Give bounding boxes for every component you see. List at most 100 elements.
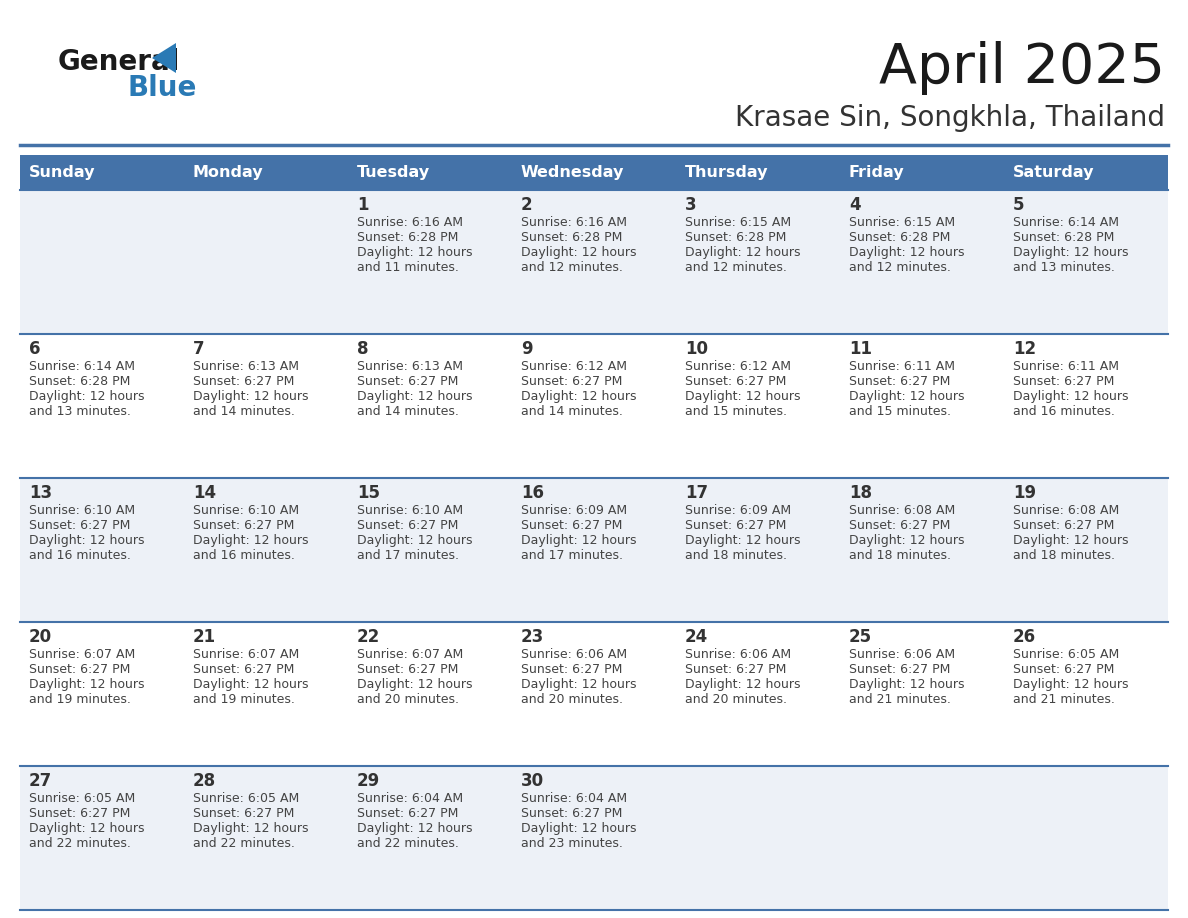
Text: and 18 minutes.: and 18 minutes. xyxy=(849,549,952,562)
Text: Daylight: 12 hours: Daylight: 12 hours xyxy=(685,390,801,403)
Text: and 14 minutes.: and 14 minutes. xyxy=(192,405,295,418)
Text: Sunrise: 6:05 AM: Sunrise: 6:05 AM xyxy=(1013,648,1119,661)
Text: Tuesday: Tuesday xyxy=(358,165,430,180)
Text: 30: 30 xyxy=(522,772,544,790)
Text: 28: 28 xyxy=(192,772,216,790)
Text: 4: 4 xyxy=(849,196,860,214)
Bar xyxy=(20,622,1168,766)
Text: and 12 minutes.: and 12 minutes. xyxy=(685,261,786,274)
Text: 23: 23 xyxy=(522,628,544,646)
Text: Sunset: 6:27 PM: Sunset: 6:27 PM xyxy=(849,663,950,676)
Text: 6: 6 xyxy=(29,340,40,358)
Text: Daylight: 12 hours: Daylight: 12 hours xyxy=(1013,390,1129,403)
Text: Sunset: 6:28 PM: Sunset: 6:28 PM xyxy=(29,375,131,388)
Text: Sunset: 6:27 PM: Sunset: 6:27 PM xyxy=(522,519,623,532)
Text: Monday: Monday xyxy=(192,165,264,180)
Bar xyxy=(20,478,1168,622)
Text: Daylight: 12 hours: Daylight: 12 hours xyxy=(1013,246,1129,259)
Text: Sunrise: 6:08 AM: Sunrise: 6:08 AM xyxy=(849,504,955,517)
Text: Sunset: 6:27 PM: Sunset: 6:27 PM xyxy=(29,807,131,820)
Text: Sunrise: 6:09 AM: Sunrise: 6:09 AM xyxy=(685,504,791,517)
Text: and 13 minutes.: and 13 minutes. xyxy=(1013,261,1114,274)
Text: Sunrise: 6:04 AM: Sunrise: 6:04 AM xyxy=(358,792,463,805)
Text: Daylight: 12 hours: Daylight: 12 hours xyxy=(849,390,965,403)
Text: Sunrise: 6:06 AM: Sunrise: 6:06 AM xyxy=(849,648,955,661)
Text: Wednesday: Wednesday xyxy=(522,165,625,180)
Text: 22: 22 xyxy=(358,628,380,646)
Text: and 15 minutes.: and 15 minutes. xyxy=(849,405,952,418)
Text: Sunset: 6:27 PM: Sunset: 6:27 PM xyxy=(522,663,623,676)
Text: Sunset: 6:27 PM: Sunset: 6:27 PM xyxy=(358,663,459,676)
Text: 13: 13 xyxy=(29,484,52,502)
Text: Sunrise: 6:05 AM: Sunrise: 6:05 AM xyxy=(192,792,299,805)
Text: Sunrise: 6:07 AM: Sunrise: 6:07 AM xyxy=(192,648,299,661)
Text: and 20 minutes.: and 20 minutes. xyxy=(522,693,623,706)
Text: Sunset: 6:27 PM: Sunset: 6:27 PM xyxy=(192,519,295,532)
Text: Sunrise: 6:10 AM: Sunrise: 6:10 AM xyxy=(29,504,135,517)
Text: Thursday: Thursday xyxy=(685,165,769,180)
Text: 24: 24 xyxy=(685,628,708,646)
Text: Sunset: 6:27 PM: Sunset: 6:27 PM xyxy=(685,663,786,676)
Text: Daylight: 12 hours: Daylight: 12 hours xyxy=(192,678,309,691)
Text: Blue: Blue xyxy=(127,74,196,102)
Text: Friday: Friday xyxy=(849,165,904,180)
Text: Sunrise: 6:16 AM: Sunrise: 6:16 AM xyxy=(358,216,463,229)
Text: and 17 minutes.: and 17 minutes. xyxy=(358,549,459,562)
Text: Sunrise: 6:12 AM: Sunrise: 6:12 AM xyxy=(522,360,627,373)
Text: Daylight: 12 hours: Daylight: 12 hours xyxy=(358,534,473,547)
Text: Sunrise: 6:04 AM: Sunrise: 6:04 AM xyxy=(522,792,627,805)
Text: 26: 26 xyxy=(1013,628,1036,646)
Text: Daylight: 12 hours: Daylight: 12 hours xyxy=(685,246,801,259)
Text: Sunrise: 6:11 AM: Sunrise: 6:11 AM xyxy=(849,360,955,373)
Text: Sunset: 6:28 PM: Sunset: 6:28 PM xyxy=(685,231,786,244)
Text: Sunset: 6:28 PM: Sunset: 6:28 PM xyxy=(522,231,623,244)
Text: Daylight: 12 hours: Daylight: 12 hours xyxy=(522,390,637,403)
Text: Daylight: 12 hours: Daylight: 12 hours xyxy=(192,390,309,403)
Text: 25: 25 xyxy=(849,628,872,646)
Text: 11: 11 xyxy=(849,340,872,358)
Text: and 22 minutes.: and 22 minutes. xyxy=(29,837,131,850)
Text: Daylight: 12 hours: Daylight: 12 hours xyxy=(522,534,637,547)
Text: Sunset: 6:27 PM: Sunset: 6:27 PM xyxy=(685,375,786,388)
Text: Sunset: 6:27 PM: Sunset: 6:27 PM xyxy=(522,807,623,820)
Text: and 16 minutes.: and 16 minutes. xyxy=(192,549,295,562)
Polygon shape xyxy=(152,43,176,73)
Text: Daylight: 12 hours: Daylight: 12 hours xyxy=(1013,534,1129,547)
Text: Sunday: Sunday xyxy=(29,165,95,180)
Text: and 11 minutes.: and 11 minutes. xyxy=(358,261,459,274)
Text: Sunrise: 6:13 AM: Sunrise: 6:13 AM xyxy=(358,360,463,373)
Text: Sunset: 6:27 PM: Sunset: 6:27 PM xyxy=(358,807,459,820)
Text: and 19 minutes.: and 19 minutes. xyxy=(29,693,131,706)
Text: Sunset: 6:27 PM: Sunset: 6:27 PM xyxy=(1013,375,1114,388)
Text: Sunset: 6:27 PM: Sunset: 6:27 PM xyxy=(29,519,131,532)
Text: 18: 18 xyxy=(849,484,872,502)
Text: Sunrise: 6:15 AM: Sunrise: 6:15 AM xyxy=(685,216,791,229)
Text: Daylight: 12 hours: Daylight: 12 hours xyxy=(849,246,965,259)
Text: Sunset: 6:27 PM: Sunset: 6:27 PM xyxy=(358,519,459,532)
Text: General: General xyxy=(58,48,181,76)
Text: Sunrise: 6:10 AM: Sunrise: 6:10 AM xyxy=(358,504,463,517)
Text: and 20 minutes.: and 20 minutes. xyxy=(685,693,786,706)
Text: Sunset: 6:27 PM: Sunset: 6:27 PM xyxy=(849,375,950,388)
Text: Sunrise: 6:15 AM: Sunrise: 6:15 AM xyxy=(849,216,955,229)
Text: Daylight: 12 hours: Daylight: 12 hours xyxy=(192,822,309,835)
Text: Sunrise: 6:14 AM: Sunrise: 6:14 AM xyxy=(1013,216,1119,229)
Text: Sunset: 6:28 PM: Sunset: 6:28 PM xyxy=(358,231,459,244)
Text: and 22 minutes.: and 22 minutes. xyxy=(192,837,295,850)
Text: and 16 minutes.: and 16 minutes. xyxy=(1013,405,1114,418)
Text: Sunrise: 6:06 AM: Sunrise: 6:06 AM xyxy=(685,648,791,661)
Text: 10: 10 xyxy=(685,340,708,358)
Text: 29: 29 xyxy=(358,772,380,790)
Text: Daylight: 12 hours: Daylight: 12 hours xyxy=(192,534,309,547)
Text: and 21 minutes.: and 21 minutes. xyxy=(849,693,950,706)
Text: 7: 7 xyxy=(192,340,204,358)
Text: Daylight: 12 hours: Daylight: 12 hours xyxy=(29,390,145,403)
Text: 1: 1 xyxy=(358,196,368,214)
Text: and 22 minutes.: and 22 minutes. xyxy=(358,837,459,850)
Text: Sunrise: 6:08 AM: Sunrise: 6:08 AM xyxy=(1013,504,1119,517)
Text: Sunset: 6:27 PM: Sunset: 6:27 PM xyxy=(849,519,950,532)
Text: 16: 16 xyxy=(522,484,544,502)
Text: Daylight: 12 hours: Daylight: 12 hours xyxy=(849,678,965,691)
Text: Daylight: 12 hours: Daylight: 12 hours xyxy=(522,822,637,835)
Text: Sunset: 6:27 PM: Sunset: 6:27 PM xyxy=(522,375,623,388)
